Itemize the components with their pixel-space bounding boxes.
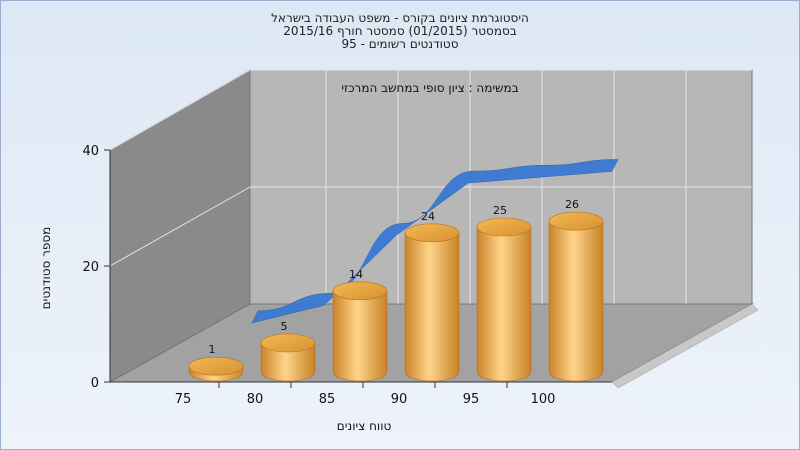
- bar-body: [332, 290, 388, 382]
- gridline-side-20: [109, 186, 251, 267]
- title-line-3: סטודנטים רשומים - 95: [341, 37, 459, 51]
- bar-top-cap: [332, 281, 388, 301]
- x-tick-label: 90: [391, 392, 408, 407]
- y-axis: 0 20 40: [82, 144, 111, 391]
- bar-data-label: 26: [565, 198, 579, 211]
- bar-85: 14: [332, 268, 388, 382]
- bar-top-cap: [260, 333, 316, 353]
- bar-80: 5: [260, 320, 316, 382]
- x-axis: 75 80 85 90 95 100: [110, 381, 612, 407]
- bar-top-cap: [548, 211, 604, 231]
- bar-body: [476, 226, 532, 382]
- bar-body: [260, 342, 316, 382]
- bar-body: [404, 232, 460, 382]
- x-tick-label: 95: [463, 392, 480, 407]
- bar-top-cap: [476, 217, 532, 237]
- x-axis-title: טווח ציונים: [337, 419, 392, 433]
- y-axis-title: מספר סטודנטים: [39, 227, 53, 310]
- legend-label: במשימה : ציון סופי במחשב המרכזי: [341, 81, 518, 95]
- bar-data-label: 25: [493, 204, 507, 217]
- bar-data-label: 14: [349, 268, 363, 281]
- y-tick-label: 20: [82, 260, 99, 275]
- x-tick-label: 75: [175, 392, 192, 407]
- title-line-2: בסמסטר (01/2015) סמסטר חורף 2015/16: [283, 24, 517, 38]
- gridlines: [109, 69, 752, 304]
- title-line-1: היסטוגרמת ציונים בקורס - משפט העבודה ביש…: [271, 11, 529, 25]
- bar-75: 1: [188, 343, 244, 382]
- bar-body: [548, 220, 604, 382]
- x-tick-label: 100: [531, 392, 556, 407]
- bar-data-label: 5: [281, 320, 288, 333]
- floor-edge: [611, 303, 759, 389]
- cumulative-line-series: [251, 159, 619, 324]
- x-tick-label: 80: [247, 392, 264, 407]
- bar-data-label: 1: [209, 343, 216, 356]
- y-tick-label: 0: [91, 376, 99, 391]
- y-tick-label: 40: [82, 144, 99, 159]
- bar-90: 24: [404, 210, 460, 382]
- bar-95: 25: [476, 204, 532, 382]
- bar-top-cap: [188, 356, 244, 376]
- bar-series: 1 5 14 24 25 26: [188, 198, 604, 382]
- bar-top-cap: [404, 223, 460, 243]
- x-tick-label: 85: [319, 392, 336, 407]
- bar-data-label: 24: [421, 210, 435, 223]
- bar-100: 26: [548, 198, 604, 382]
- gridline-side-40: [109, 69, 251, 151]
- cumulative-ribbon: [251, 159, 619, 324]
- chart-title: היסטוגרמת ציונים בקורס - משפט העבודה ביש…: [150, 12, 650, 51]
